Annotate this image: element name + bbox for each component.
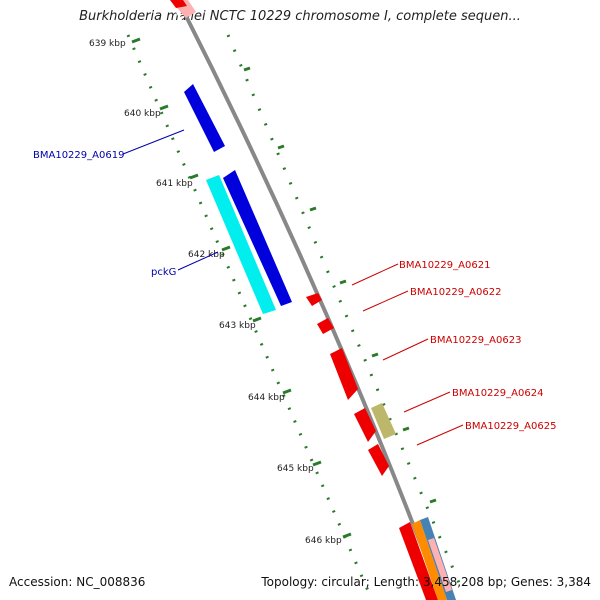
gene-label-bma10229-a0623[interactable]: BMA10229_A0623 [430, 335, 521, 346]
gene-feature[interactable] [412, 520, 447, 600]
tick-labels: 639 kbp 640 kbp 641 kbp 642 kbp 643 kbp … [89, 39, 342, 546]
gene-feature[interactable] [371, 403, 396, 439]
gene-label-bma10229-a0621[interactable]: BMA10229_A0621 [399, 260, 490, 271]
gene-feature[interactable] [184, 84, 225, 152]
tick-label: 645 kbp [277, 464, 314, 474]
major-tick-marks [131, 37, 437, 539]
tick-label: 643 kbp [219, 321, 256, 331]
gene-label-bma10229-a0622[interactable]: BMA10229_A0622 [410, 287, 501, 298]
gene-feature[interactable] [399, 522, 438, 600]
gene-features [170, 0, 456, 600]
gene-feature[interactable] [428, 538, 452, 592]
tick-label: 639 kbp [89, 39, 126, 49]
gene-feature[interactable] [206, 175, 276, 314]
gene-feature[interactable] [354, 408, 376, 442]
genes-text: Genes: 3,384 [510, 575, 591, 589]
accession-label: Accession: NC_008836 [9, 575, 146, 589]
gene-label-bma10229-a0625[interactable]: BMA10229_A0625 [465, 421, 556, 432]
gene-feature[interactable] [170, 0, 187, 8]
gene-feature[interactable] [330, 348, 358, 400]
gene-feature[interactable] [306, 293, 322, 306]
gene-label-bma10229-a0624[interactable]: BMA10229_A0624 [452, 388, 543, 399]
separator-2: ; [503, 575, 511, 589]
gene-feature[interactable] [368, 444, 389, 476]
gene-feature[interactable] [223, 170, 292, 306]
gene-labels: BMA10229_A0619 pckG BMA10229_A0621 BMA10… [33, 150, 556, 432]
separator-1: ; [365, 575, 374, 589]
label-leaders [122, 129, 464, 446]
tick-label: 640 kbp [124, 109, 161, 119]
summary-label: Topology: circular; Length: 3,458,208 bp… [261, 575, 591, 589]
tick-label: 646 kbp [305, 536, 342, 546]
tick-label: 644 kbp [248, 393, 285, 403]
chromosome-backbone [180, 7, 444, 600]
topology-text: Topology: circular [261, 575, 366, 589]
tick-ring-left [126, 34, 374, 600]
tick-label: 642 kbp [188, 250, 225, 260]
tick-label: 641 kbp [156, 179, 193, 189]
gene-feature[interactable] [317, 318, 334, 334]
chromosome-backbone-highlight [175, 9, 437, 600]
gene-label-pckg[interactable]: pckG [151, 267, 176, 278]
length-text: Length: 3,458,208 bp [373, 575, 503, 589]
gene-label-bma10229-a0619[interactable]: BMA10229_A0619 [33, 150, 124, 161]
